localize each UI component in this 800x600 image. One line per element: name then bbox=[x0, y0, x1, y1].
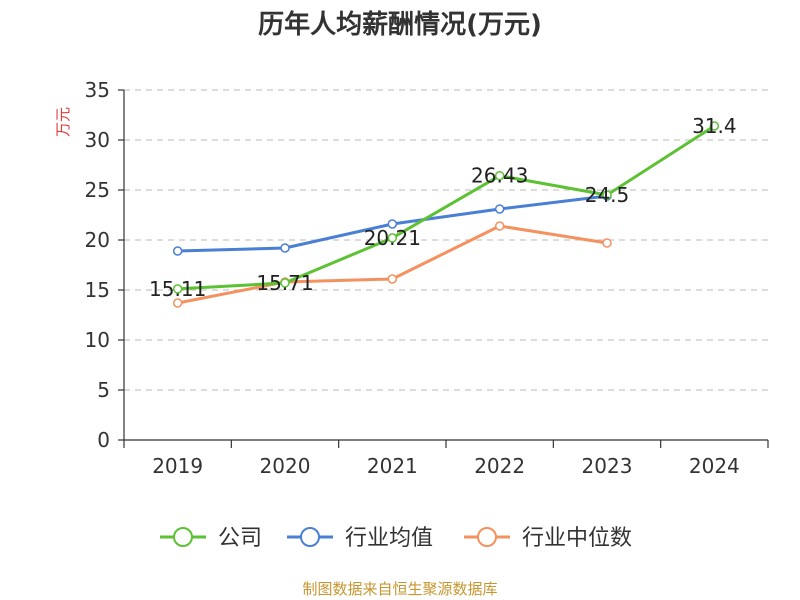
legend-item[interactable]: 公司 bbox=[160, 526, 262, 551]
y-tick-label: 0 bbox=[97, 428, 110, 452]
x-tick-label: 2023 bbox=[582, 454, 633, 478]
data-point[interactable] bbox=[494, 204, 505, 214]
data-point[interactable] bbox=[387, 274, 398, 284]
legend[interactable]: 公司 行业均值 行业中位数 bbox=[160, 526, 632, 551]
data-label: 31.4 bbox=[692, 114, 737, 138]
y-tick-label: 25 bbox=[85, 178, 110, 202]
x-tick-label: 2021 bbox=[367, 454, 418, 478]
data-point[interactable] bbox=[387, 219, 398, 229]
legend-label: 行业均值 bbox=[345, 526, 433, 551]
y-tick-label: 35 bbox=[85, 78, 110, 102]
data-point[interactable] bbox=[602, 190, 612, 200]
data-point[interactable] bbox=[280, 243, 290, 253]
grid-layer bbox=[124, 89, 768, 391]
data-label: 15.71 bbox=[256, 271, 313, 295]
data-point[interactable] bbox=[709, 121, 720, 131]
y-tick-label: 5 bbox=[97, 378, 110, 402]
legend-label: 行业中位数 bbox=[522, 526, 632, 551]
chart-title: 历年人均薪酬情况(万元) bbox=[258, 9, 542, 40]
data-point[interactable] bbox=[280, 278, 290, 288]
legend-marker bbox=[300, 527, 320, 547]
legend-label: 公司 bbox=[218, 526, 262, 551]
source-note: 制图数据来自恒生聚源数据库 bbox=[302, 580, 497, 598]
x-tick-label: 2020 bbox=[260, 454, 311, 478]
data-point[interactable] bbox=[172, 284, 183, 294]
data-point[interactable] bbox=[172, 246, 183, 256]
axes-layer: 0 5 10 15 20 25 30 35 2019 2020 2021 2022 2023 2024 bbox=[85, 78, 769, 478]
x-tick-label: 2022 bbox=[474, 454, 525, 478]
legend-marker bbox=[173, 527, 193, 547]
y-tick-label: 20 bbox=[85, 228, 110, 252]
legend-item[interactable]: 行业均值 bbox=[287, 526, 433, 551]
data-labels-layer: 15.11 15.71 20.21 26.43 24.5 31.4 bbox=[149, 114, 737, 301]
x-tick-label: 2019 bbox=[152, 454, 203, 478]
data-point[interactable] bbox=[494, 221, 505, 231]
y-tick-label: 10 bbox=[85, 328, 110, 352]
data-label: 26.43 bbox=[471, 164, 528, 188]
series-layer bbox=[172, 121, 720, 308]
data-label: 24.5 bbox=[585, 183, 630, 207]
x-tick-label: 2024 bbox=[689, 454, 740, 478]
legend-item[interactable]: 行业中位数 bbox=[464, 526, 632, 551]
data-point[interactable] bbox=[494, 170, 505, 181]
series-line-company bbox=[176, 124, 716, 291]
y-tick-label: 15 bbox=[85, 278, 110, 302]
data-point[interactable] bbox=[602, 238, 612, 248]
data-point[interactable] bbox=[172, 298, 183, 308]
data-label: 15.11 bbox=[149, 277, 206, 301]
legend-marker bbox=[477, 527, 497, 547]
y-axis-label: 万元 bbox=[54, 107, 72, 137]
data-point[interactable] bbox=[387, 233, 398, 243]
data-label: 20.21 bbox=[364, 226, 421, 250]
y-tick-label: 30 bbox=[85, 128, 110, 152]
